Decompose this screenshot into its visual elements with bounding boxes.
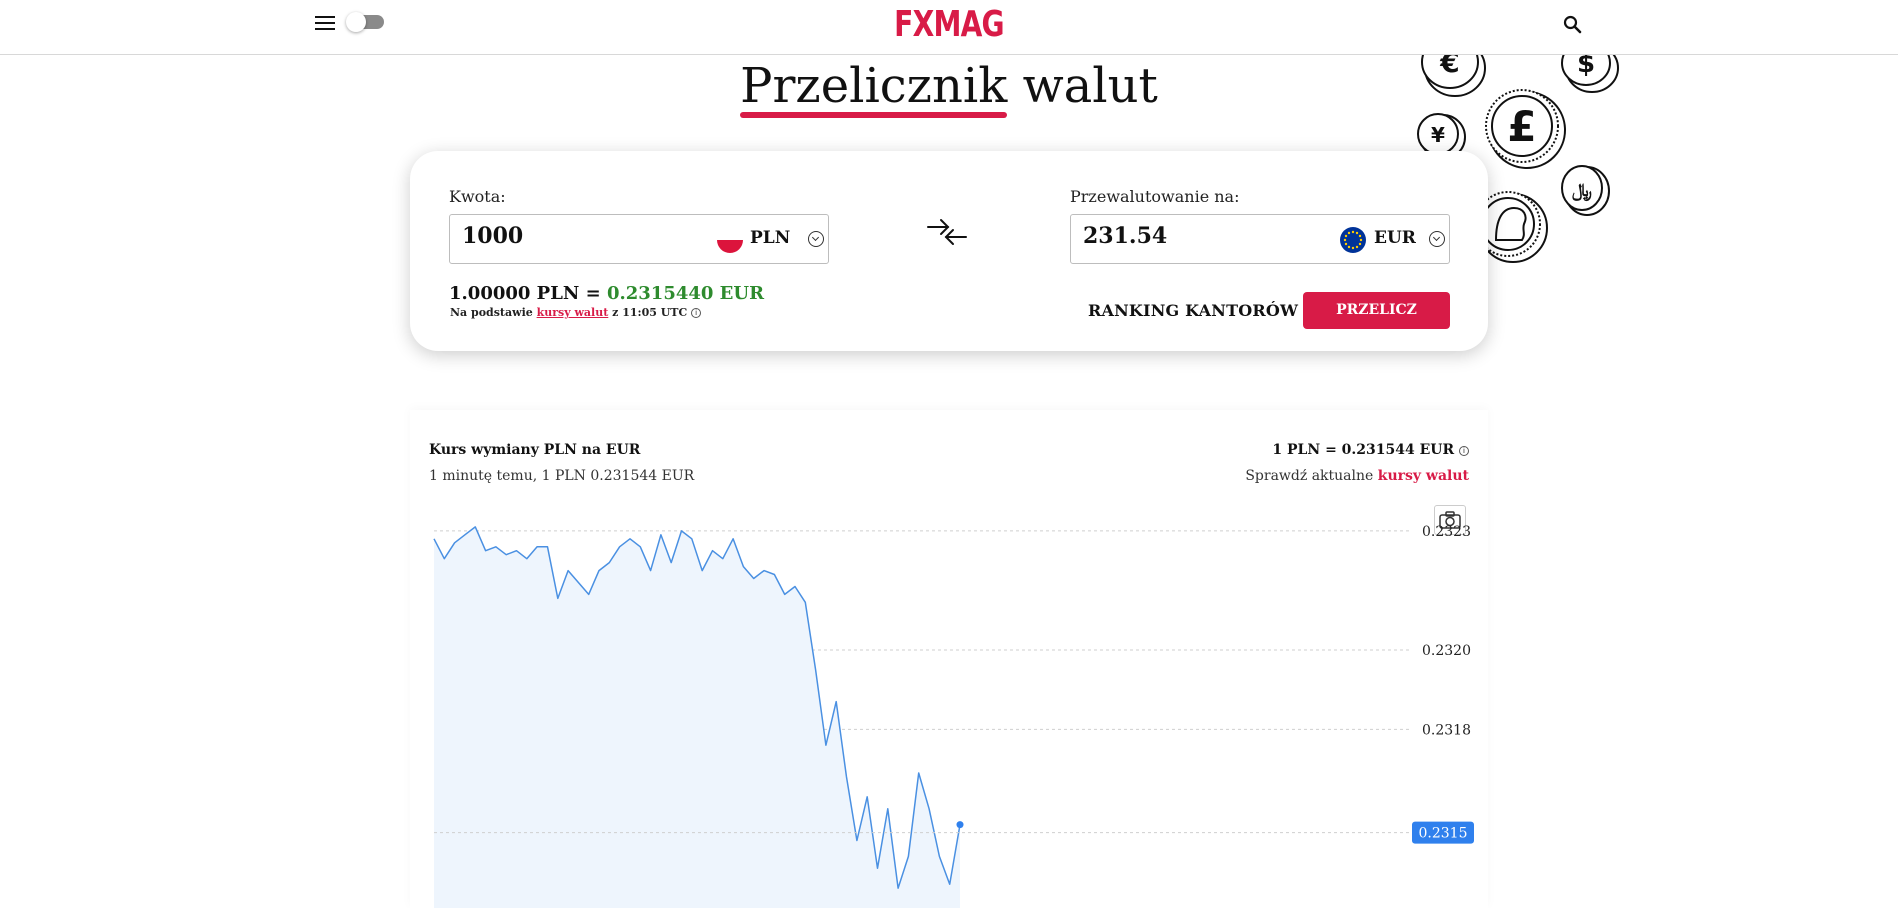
converter-card: Kwota: 1000 PLN Przewalutowanie na: 231.… <box>410 151 1488 351</box>
theme-toggle[interactable] <box>346 12 384 32</box>
check-prefix: Sprawdź aktualne <box>1245 468 1378 484</box>
rate-summary-text: 1 PLN = 0.231544 EUR <box>1272 442 1455 458</box>
chevron-down-icon[interactable] <box>808 231 824 247</box>
info-icon[interactable]: i <box>691 308 702 318</box>
site-header: FXMAG <box>0 0 1898 55</box>
exchange-rate-chart[interactable]: 0.2323 0.2320 0.2318 0.2315 <box>410 410 1488 908</box>
amount-field[interactable]: 1000 PLN <box>449 214 829 264</box>
svg-text:¥: ¥ <box>1431 123 1445 147</box>
svg-text:﷼: ﷼ <box>1572 180 1592 201</box>
hamburger-icon[interactable] <box>315 16 335 32</box>
chart-rate-summary: 1 PLN = 0.231544 EUR i <box>1272 442 1469 458</box>
basis-suffix: z 11:05 UTC <box>608 306 688 319</box>
current-value-badge <box>1412 821 1474 844</box>
toggle-knob <box>346 12 366 32</box>
target-label: Przewalutowanie na: <box>1070 187 1240 206</box>
swap-arrows-icon[interactable] <box>926 217 968 247</box>
chevron-down-icon[interactable] <box>1429 231 1445 247</box>
info-icon[interactable]: i <box>1459 446 1469 456</box>
chart-title: Kurs wymiany PLN na EUR <box>429 442 641 458</box>
title-rest: walut <box>1007 58 1158 114</box>
from-currency-select[interactable]: PLN <box>750 228 791 248</box>
poland-flag-icon <box>717 227 743 253</box>
target-field[interactable]: 231.54 EUR <box>1070 214 1450 264</box>
target-value[interactable]: 231.54 <box>1083 223 1168 249</box>
rate-basis: Na podstawie kursy walut z 11:05 UTC i <box>450 306 702 319</box>
y-tick-label: 0.2323 <box>1422 524 1471 540</box>
last-point <box>956 821 964 829</box>
svg-text:£: £ <box>1507 102 1536 151</box>
check-rates-link[interactable]: kursy walut <box>1377 468 1469 484</box>
amount-value[interactable]: 1000 <box>462 223 524 249</box>
y-tick-label: 0.2318 <box>1422 722 1471 738</box>
page-title: Przelicznik walut <box>0 58 1898 118</box>
convert-button[interactable]: PRZELICZ <box>1303 292 1450 329</box>
y-tick-label: 0.2320 <box>1422 643 1471 659</box>
chart-panel: Kurs wymiany PLN na EUR 1 minutę temu, 1… <box>410 410 1488 908</box>
basis-prefix: Na podstawie <box>450 306 537 319</box>
camera-icon[interactable] <box>1434 505 1466 535</box>
svg-text:€: € <box>1439 50 1459 79</box>
eu-flag-icon <box>1340 227 1366 253</box>
fxmag-logo[interactable]: FXMAG <box>894 4 1004 45</box>
to-currency-select[interactable]: EUR <box>1374 228 1416 248</box>
amount-label: Kwota: <box>449 187 506 206</box>
search-icon[interactable] <box>1562 14 1584 36</box>
coins-illustration-icon: € $ ¥ £ ﷼ <box>1417 50 1619 263</box>
ranking-kantorow-link[interactable]: RANKING KANTORÓW <box>1088 301 1299 320</box>
rate-prefix: 1.00000 PLN = <box>449 283 607 304</box>
current-value-label: 0.2315 <box>1419 826 1468 842</box>
chart-subtitle: 1 minutę temu, 1 PLN 0.231544 EUR <box>429 468 695 484</box>
check-rates: Sprawdź aktualne kursy walut <box>1245 468 1469 484</box>
title-highlight: Przelicznik <box>740 58 1008 118</box>
area-fill <box>434 526 960 908</box>
exchange-rates-link[interactable]: kursy walut <box>536 306 609 319</box>
rate-value: 0.2315440 EUR <box>606 283 765 304</box>
svg-text:$: $ <box>1577 50 1595 79</box>
conversion-rate: 1.00000 PLN = 0.2315440 EUR <box>449 283 764 304</box>
